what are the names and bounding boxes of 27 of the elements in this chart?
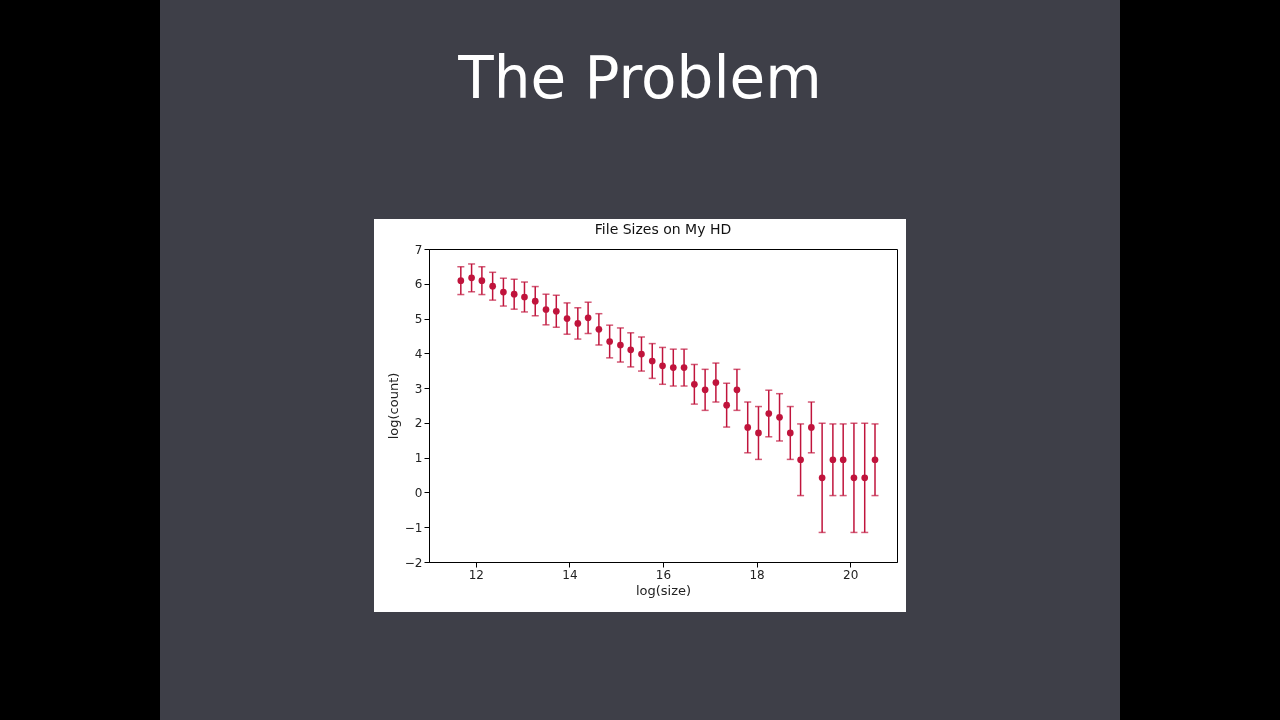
y-tick-label: −1	[404, 520, 423, 535]
text: The Problem	[457, 44, 823, 112]
y-axis-title: log(count)	[385, 372, 401, 440]
y-tick-label: 6	[414, 277, 423, 292]
x-tick-label: 16	[655, 567, 672, 582]
x-tick-label: 14	[562, 567, 578, 582]
point	[776, 413, 783, 421]
y-tick-label: −2	[404, 555, 423, 570]
y-tick-label: 3	[414, 381, 423, 396]
point	[521, 293, 528, 301]
point	[744, 424, 752, 431]
y-tick-label: 7	[414, 242, 423, 257]
point	[808, 424, 815, 431]
y-tick-label: 2	[414, 416, 423, 431]
x-tick-label: 20	[843, 567, 859, 582]
chart-title: File Sizes on My HD	[594, 221, 732, 237]
point	[755, 429, 762, 437]
y-tick-label: 0	[414, 485, 423, 500]
x-axis-title: log(size)	[635, 582, 692, 598]
y-tick-label: 5	[414, 312, 423, 327]
point	[617, 341, 624, 349]
y-tick-label: 1	[414, 451, 423, 466]
point	[659, 362, 666, 370]
x-tick-label: 18	[749, 567, 765, 582]
point	[638, 350, 645, 358]
x-tick-label: 12	[468, 567, 484, 582]
y-tick-label: 4	[414, 346, 423, 361]
